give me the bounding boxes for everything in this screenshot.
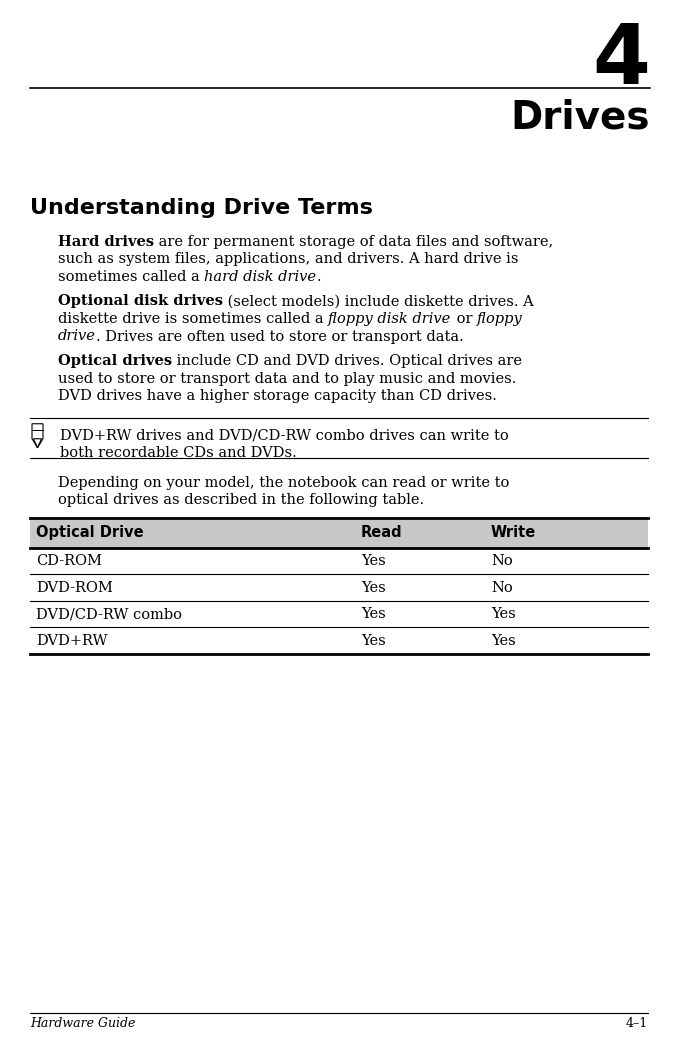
Text: DVD-ROM: DVD-ROM [36, 581, 113, 595]
Bar [30, 548, 648, 574]
Bar [30, 519, 648, 548]
Text: include CD and DVD drives. Optical drives are: include CD and DVD drives. Optical drive… [172, 354, 522, 368]
Text: drive: drive [58, 330, 96, 343]
Text: hard disk drive: hard disk drive [205, 270, 317, 284]
Text: Optical drives: Optical drives [58, 354, 172, 368]
Bar [30, 574, 648, 601]
Text: .: . [317, 270, 321, 284]
Text: 4: 4 [592, 20, 650, 101]
Text: Yes: Yes [361, 581, 385, 595]
Text: Yes: Yes [361, 634, 385, 648]
Text: 4–1: 4–1 [626, 1017, 648, 1030]
Text: Hardware Guide: Hardware Guide [30, 1017, 136, 1030]
Text: Yes: Yes [361, 607, 385, 622]
Text: DVD drives have a higher storage capacity than CD drives.: DVD drives have a higher storage capacit… [58, 389, 497, 402]
Text: Write: Write [491, 525, 536, 540]
Text: diskette drive is sometimes called a: diskette drive is sometimes called a [58, 312, 328, 326]
Text: Hard drives: Hard drives [58, 235, 154, 249]
Text: Yes: Yes [361, 554, 385, 569]
Text: Understanding Drive Terms: Understanding Drive Terms [30, 198, 373, 218]
Text: floppy: floppy [477, 312, 522, 326]
Text: DVD+RW drives and DVD/CD-RW combo drives can write to: DVD+RW drives and DVD/CD-RW combo drives… [60, 428, 509, 442]
Text: DVD+RW: DVD+RW [36, 634, 107, 648]
Text: Depending on your model, the notebook can read or write to: Depending on your model, the notebook ca… [58, 476, 510, 490]
Text: both recordable CDs and DVDs.: both recordable CDs and DVDs. [60, 446, 297, 460]
Text: (select models) include diskette drives. A: (select models) include diskette drives.… [223, 294, 534, 309]
Text: floppy disk drive: floppy disk drive [328, 312, 452, 326]
Text: or: or [452, 312, 477, 326]
Text: Read: Read [361, 525, 402, 540]
Text: No: No [491, 554, 513, 569]
Text: used to store or transport data and to play music and movies.: used to store or transport data and to p… [58, 371, 516, 386]
Text: sometimes called a: sometimes called a [58, 270, 205, 284]
Text: Optical Drive: Optical Drive [36, 525, 144, 540]
Text: Yes: Yes [491, 634, 516, 648]
Bar [30, 601, 648, 627]
Text: DVD/CD-RW combo: DVD/CD-RW combo [36, 607, 182, 622]
Text: Drives: Drives [510, 98, 650, 136]
Text: such as system files, applications, and drivers. A hard drive is: such as system files, applications, and … [58, 253, 518, 266]
Text: . Drives are often used to store or transport data.: . Drives are often used to store or tran… [96, 330, 464, 343]
Bar [30, 627, 648, 654]
Text: optical drives as described in the following table.: optical drives as described in the follo… [58, 494, 424, 508]
Text: are for permanent storage of data files and software,: are for permanent storage of data files … [154, 235, 554, 249]
Text: CD-ROM: CD-ROM [36, 554, 102, 569]
Text: No: No [491, 581, 513, 595]
Text: Optional disk drives: Optional disk drives [58, 294, 223, 309]
Text: Yes: Yes [491, 607, 516, 622]
